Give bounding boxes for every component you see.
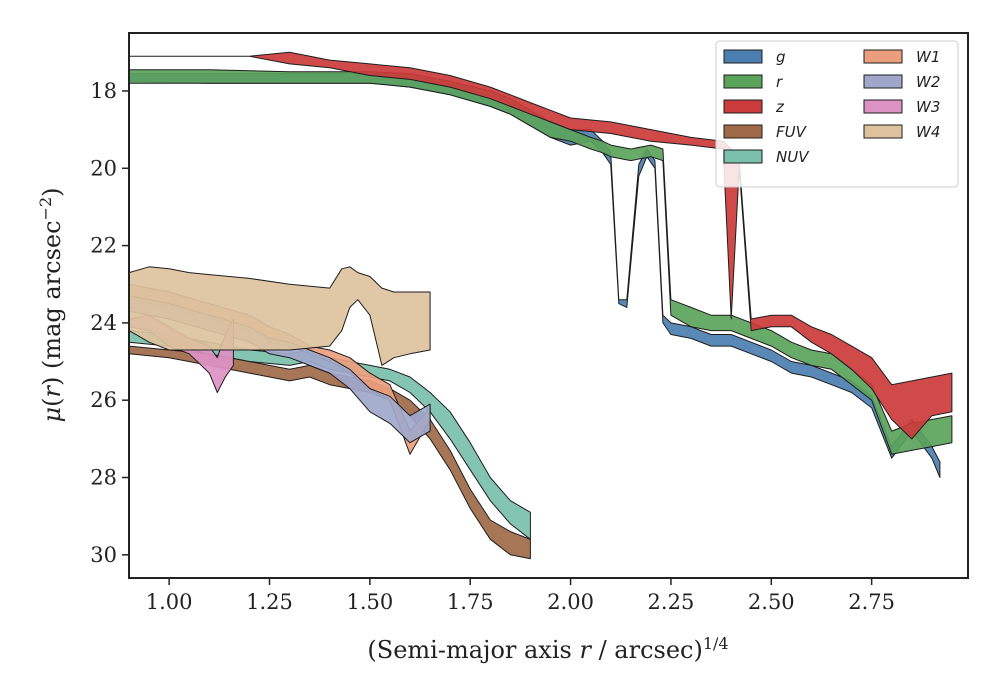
legend-item-w1: W1 [863,48,940,66]
legend-swatch [723,99,763,114]
legend-label: W2 [916,73,940,91]
legend-label: W3 [916,98,940,116]
y-tick-label: 22 [90,234,117,258]
legend-swatch [723,74,763,89]
band-z [129,51,953,440]
legend-label: W4 [916,123,940,141]
y-tick-label: 24 [90,311,117,335]
plot-frame [128,32,969,579]
legend-item-g: g [723,48,786,66]
legend-label: r [776,73,783,91]
y-tick-label: 20 [90,156,117,180]
y-tick-label: 18 [90,79,117,103]
y-axis-title: μ(r) (mag arcsec−2) [36,187,66,422]
y-axis: 18 20 22 24 26 28 30 [90,79,129,567]
x-axis: 1.00 1.25 1.50 1.75 2.00 2.25 2.50 2.75 [146,578,895,614]
band-r [129,69,953,455]
legend-swatch [863,124,903,139]
legend-label: W1 [916,48,940,66]
legend-item-w4: W4 [863,123,940,141]
y-tick-label: 28 [90,466,117,490]
legend-item-nuv: NUV [723,148,810,166]
x-tick-label: 1.00 [146,590,193,614]
legend-swatch [723,49,763,64]
legend-item-fuv: FUV [723,123,808,141]
series-layer [129,51,953,560]
legend-label: g [776,48,786,66]
band-w4 [129,266,431,366]
legend-item-z: z [723,98,785,116]
y-tick-label: 26 [90,388,117,412]
legend-swatch [863,49,903,64]
x-axis-title: (Semi-major axis r / arcsec)1/4 [367,634,728,664]
x-tick-label: 2.25 [648,590,695,614]
legend-label: NUV [776,148,810,166]
legend-swatch [723,124,763,139]
legend-swatch [863,99,903,114]
x-tick-label: 2.75 [848,590,895,614]
legend-label: FUV [776,123,808,141]
x-tick-label: 1.75 [447,590,494,614]
x-tick-label: 2.00 [547,590,594,614]
x-tick-label: 2.50 [748,590,795,614]
legend-item-w3: W3 [863,98,940,116]
y-tick-label: 30 [90,543,117,567]
x-tick-label: 1.25 [246,590,293,614]
legend-label: z [775,98,785,116]
legend-swatch [863,74,903,89]
x-tick-label: 1.50 [346,590,393,614]
legend-swatch [723,149,763,164]
legend-item-w2: W2 [863,73,940,91]
legend: grz FUV NUV W1 W2 W3 W4 [715,40,959,188]
legend-item-r: r [723,73,783,91]
